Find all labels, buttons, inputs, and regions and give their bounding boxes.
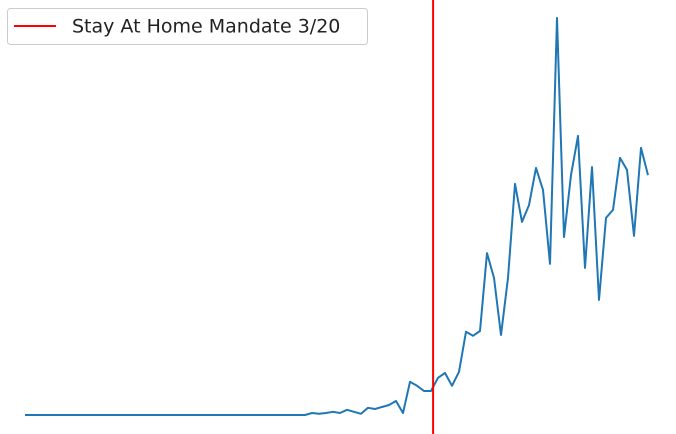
data-line xyxy=(25,17,649,416)
legend-box xyxy=(7,8,368,45)
legend-label: Stay At Home Mandate 3/20 xyxy=(72,16,340,38)
